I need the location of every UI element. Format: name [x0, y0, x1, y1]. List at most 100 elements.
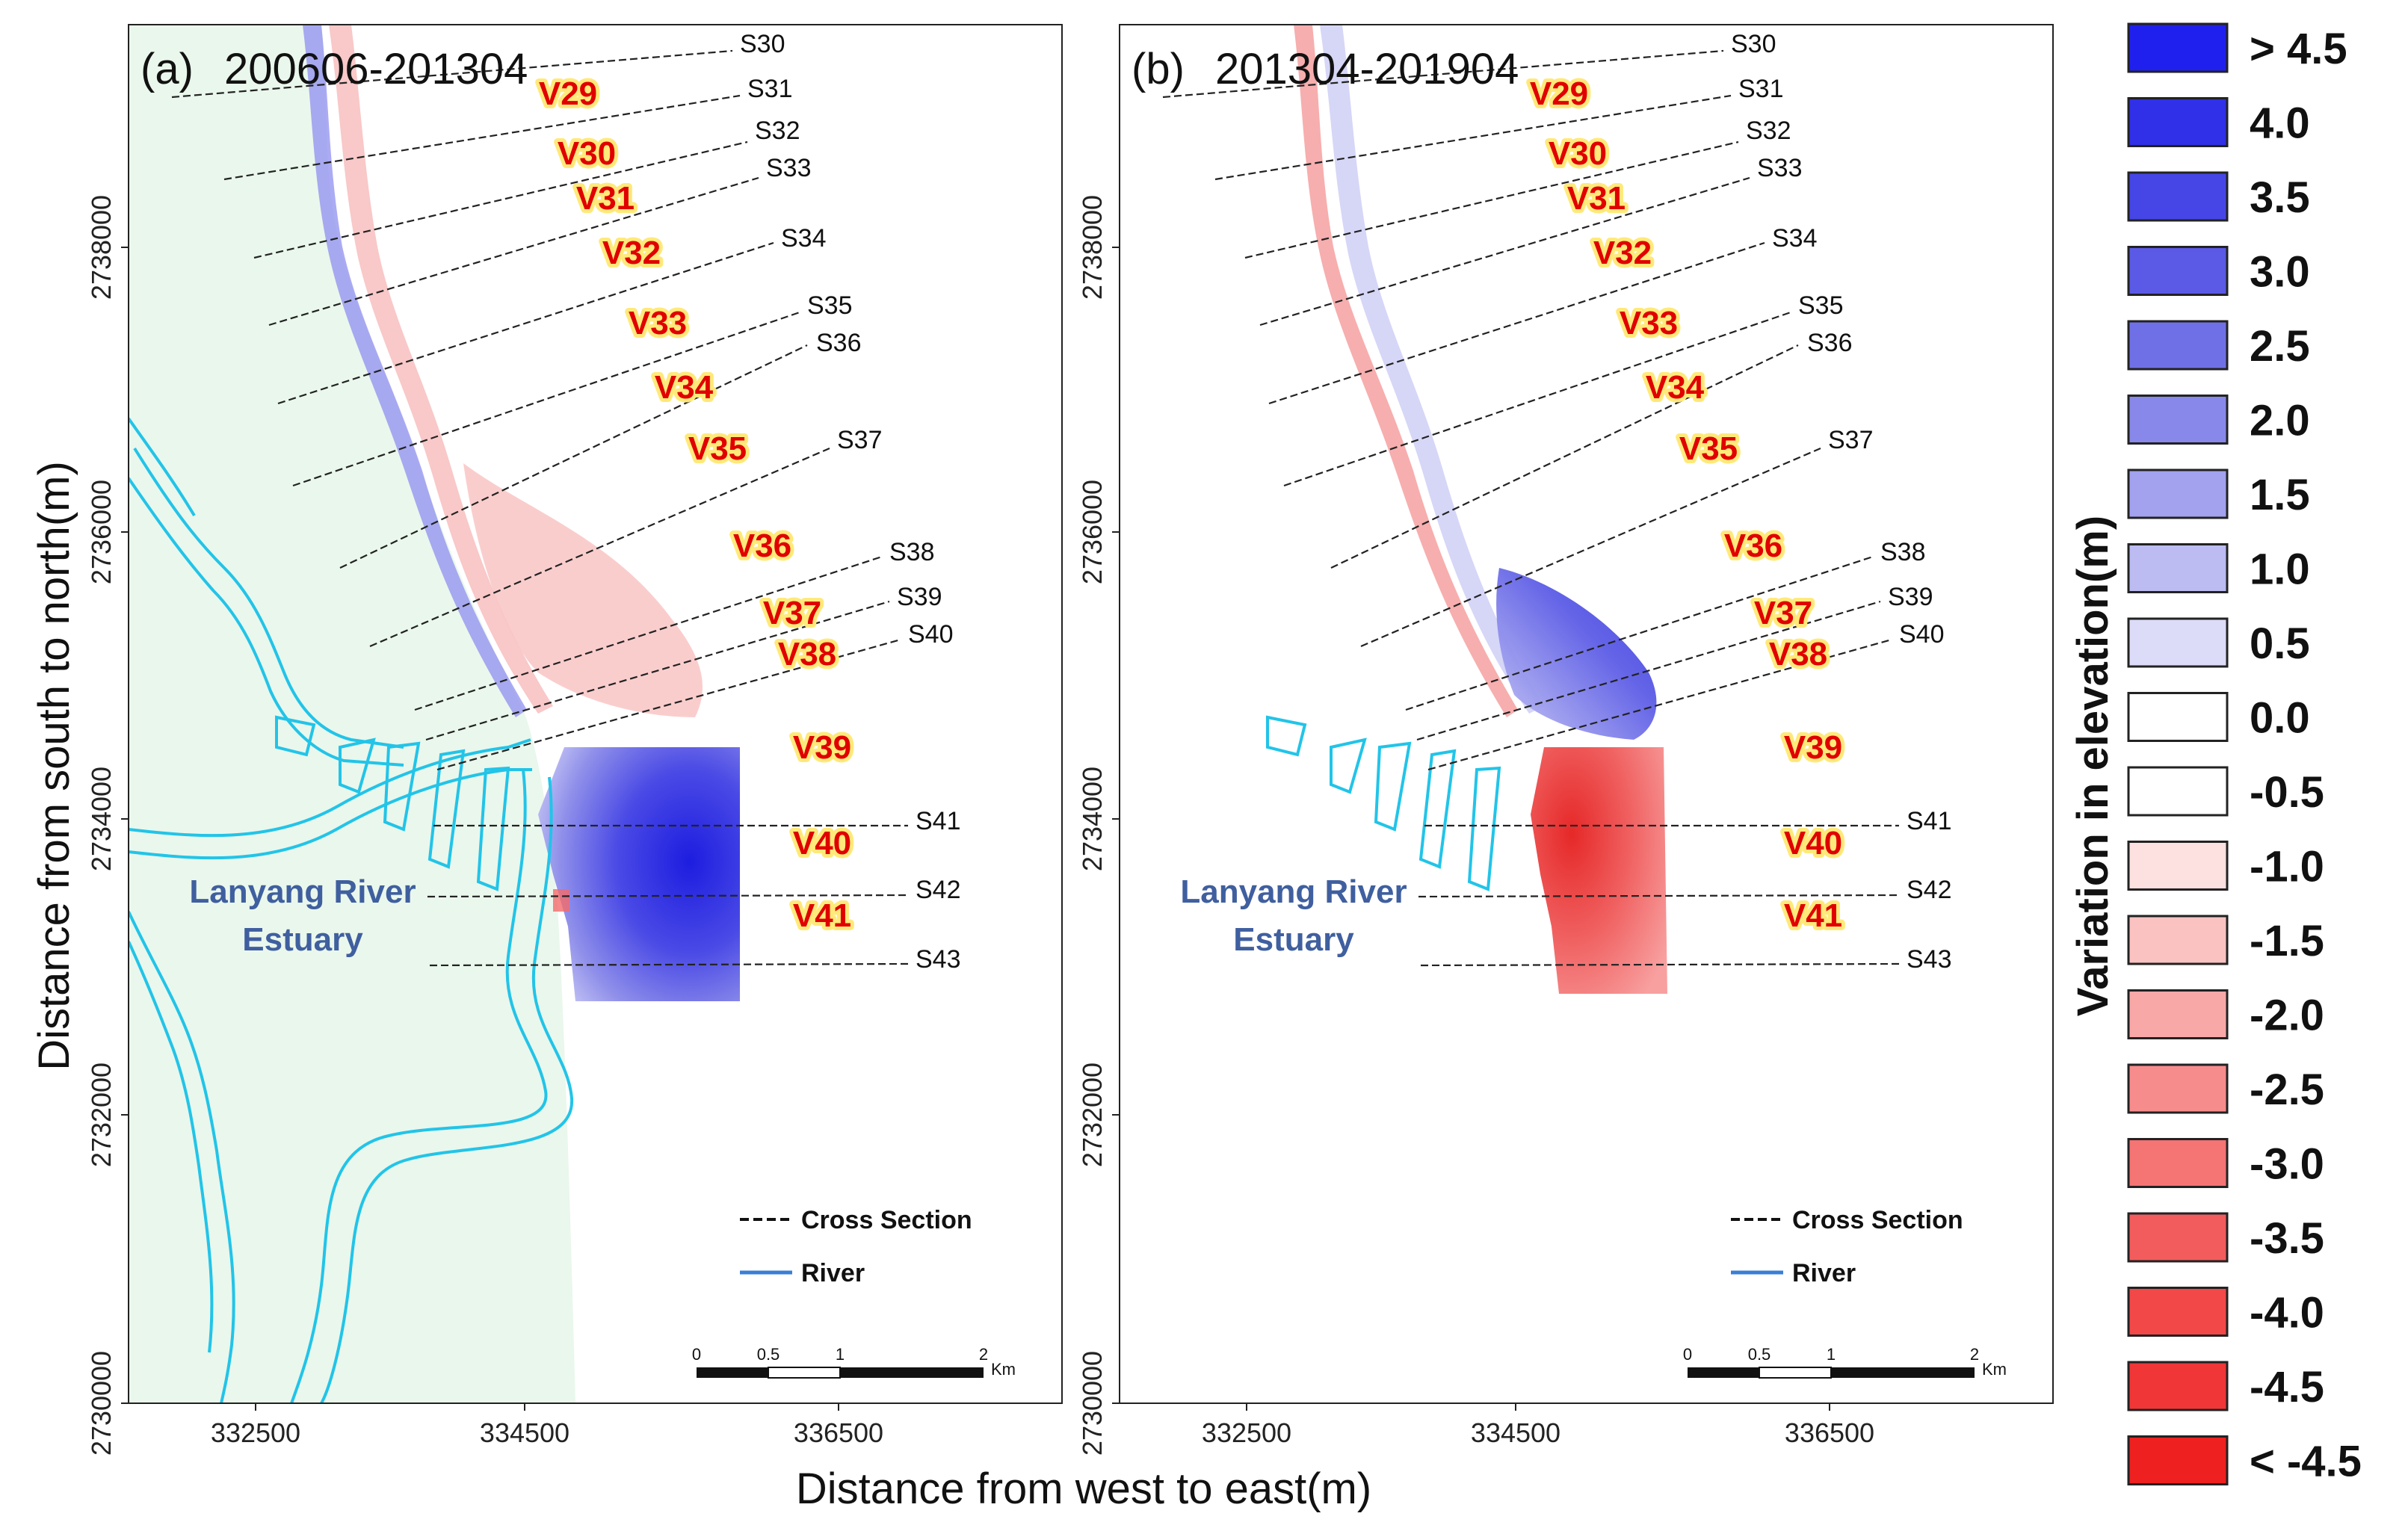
scale-bar-tick: 0 [692, 1345, 701, 1364]
volume-unit-label: V33 [1620, 305, 1678, 341]
map-frame [1119, 24, 2054, 1404]
cross-section-label: S43 [916, 945, 961, 974]
cross-section-line [1418, 894, 1900, 898]
colorbar-label: -4.5 [2250, 1363, 2324, 1411]
colorbar-label: -0.5 [2250, 768, 2324, 817]
colorbar-swatch [2127, 468, 2229, 519]
colorbar-swatch [2127, 1063, 2229, 1114]
legend-river-label: River [1792, 1259, 1856, 1287]
colorbar-label: 2.5 [2250, 322, 2310, 371]
volume-unit-label: V35 [688, 430, 747, 467]
colorbar-label: -2.5 [2250, 1066, 2324, 1114]
cross-section-label: S30 [740, 30, 785, 58]
accretion-block [538, 747, 740, 1001]
river-island [427, 749, 466, 869]
cross-section-label: S32 [1746, 117, 1791, 145]
offshore-erosion-zone [463, 463, 703, 717]
river-line [129, 941, 214, 1353]
y-tick-label: 2734000 [1077, 767, 1108, 871]
volume-unit-label: V34 [655, 369, 714, 406]
colorbar: Variation in elevation(m) > 4.5 4.0 3.5 3.0… [2069, 22, 2362, 1486]
volume-unit-label: V37 [763, 595, 821, 631]
cross-section-line [1360, 447, 1821, 648]
colorbar-label: < -4.5 [2250, 1438, 2362, 1486]
colorbar-label: > 4.5 [2250, 25, 2347, 73]
volume-unit-label: V33 [629, 305, 687, 341]
cross-section-label: S39 [897, 583, 942, 611]
cross-section-label: S31 [1738, 75, 1784, 103]
cross-section-label: S41 [1907, 807, 1952, 835]
colorbar-label: 3.0 [2250, 248, 2310, 297]
colorbar-swatch [2127, 989, 2229, 1039]
volume-unit-label: V41 [1784, 897, 1842, 934]
river-line [129, 477, 404, 767]
map-legend: Cross Section River [740, 1206, 972, 1287]
cross-section-line [1259, 176, 1750, 327]
cross-section-line [369, 447, 830, 648]
cross-section-line [414, 555, 883, 711]
y-axis-title: Distance from south to north(m) [30, 461, 78, 1071]
volume-unit-label: V39 [1784, 729, 1842, 766]
colorbar-swatch [2127, 543, 2229, 593]
cross-section-label: S41 [916, 807, 961, 835]
cross-section-label: S40 [1899, 620, 1945, 649]
colorbar-swatch [2127, 22, 2229, 73]
scale-bar-segment [1831, 1367, 1975, 1378]
cross-section-line [1214, 94, 1732, 181]
volume-unit-label: V37 [1754, 595, 1812, 631]
cross-section-label: S39 [1888, 583, 1933, 611]
colorbar-label: 4.0 [2250, 99, 2310, 148]
colorbar-label: 1.5 [2250, 471, 2310, 519]
cross-section-label: S31 [747, 75, 793, 103]
volume-unit-label: V36 [733, 528, 791, 564]
legend-cross-section-label: Cross Section [801, 1206, 972, 1234]
cross-section-line [268, 176, 759, 327]
cross-section-label: S34 [781, 224, 827, 253]
river-line [290, 769, 548, 1403]
x-tick-label: 332500 [1202, 1417, 1291, 1448]
cross-section-line [171, 49, 733, 99]
river-island [275, 715, 316, 757]
legend-river-label: River [801, 1259, 865, 1287]
colorbar-label: -1.5 [2250, 917, 2324, 965]
scale-bar-tick: 2 [1970, 1345, 1979, 1364]
cross-section-label: S37 [1828, 426, 1874, 454]
y-tick-label: 2732000 [86, 1063, 117, 1167]
scale-bar-segment [697, 1367, 768, 1378]
cross-section-label: S34 [1772, 224, 1818, 253]
scale-bar-segment [840, 1367, 984, 1378]
x-tick-label: 334500 [1471, 1417, 1560, 1448]
scale-bar-unit: Km [1982, 1360, 2007, 1379]
map-frame [128, 24, 1063, 1404]
river-line [129, 738, 531, 838]
volume-unit-label: V32 [1593, 235, 1652, 271]
volume-unit-label: V31 [576, 180, 635, 217]
colorbar-swatch [2127, 915, 2229, 965]
y-tick-label: 2738000 [1077, 195, 1108, 300]
estuary-label-line1: Lanyang River [1180, 873, 1407, 910]
local-erosion-spot [553, 889, 569, 912]
cross-section-label: S37 [837, 426, 883, 454]
panel-a: S30 S31 S32 S33 S34 S35 S36 S37 S38 S39 S40 S41 S42 S… [86, 24, 1063, 1456]
volume-unit-label: V38 [1769, 636, 1827, 672]
colorbar-swatch [2127, 617, 2229, 668]
map-legend: Cross Section River [1731, 1206, 1963, 1287]
legend-cross-section-label: Cross Section [1792, 1206, 1963, 1234]
cross-section-line [277, 241, 774, 405]
colorbar-label: 3.5 [2250, 173, 2310, 222]
volume-unit-label: V35 [1679, 430, 1738, 467]
colorbar-swatch [2127, 171, 2229, 222]
panel-period: 200606-201304 [224, 45, 528, 93]
scale-bar-tick: 1 [1827, 1345, 1836, 1364]
cross-section-line [1162, 49, 1724, 99]
cross-section-label: S43 [1907, 945, 1952, 974]
volume-unit-label: V29 [539, 75, 597, 112]
volume-unit-label: V39 [793, 729, 851, 766]
land-area [129, 25, 575, 1403]
river-line [129, 768, 532, 860]
colorbar-label: 1.0 [2250, 545, 2310, 594]
cross-section-line [1268, 241, 1765, 405]
colorbar-label: 2.0 [2250, 397, 2310, 445]
scale-bar-tick: 0 [1683, 1345, 1692, 1364]
colorbar-label: -2.0 [2250, 992, 2324, 1040]
